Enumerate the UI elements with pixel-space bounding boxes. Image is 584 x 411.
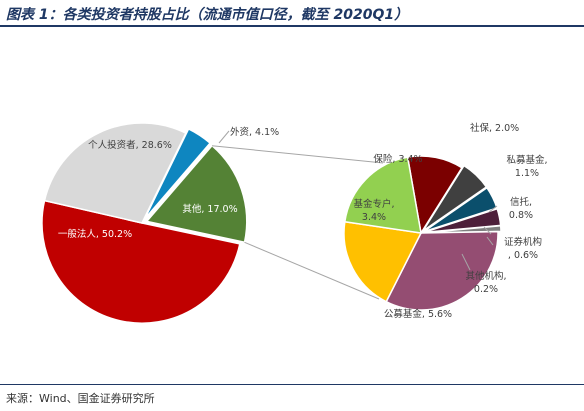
- label-trust: 信托, 0.8%: [509, 196, 533, 221]
- leader-line: [218, 130, 230, 144]
- label-general-corporation: 一般法人, 50.2%: [58, 228, 132, 240]
- label-individual-investors: 个人投资者, 28.6%: [88, 139, 172, 151]
- leader-line: [483, 226, 492, 235]
- title-rule: [0, 25, 584, 27]
- leader-line: [486, 236, 494, 246]
- pie-of-pie-chart: 外资, 4.1% 其他, 17.0% 一般法人, 50.2% 个人投资者, 28.6%…: [41, 122, 548, 324]
- label-public-fund: 公募基金, 5.6%: [384, 308, 452, 320]
- sub-slice-e4bfa1e68998: [423, 186, 498, 233]
- label-insurance: 保险, 3.4%: [373, 153, 422, 165]
- label-private-fund: 私募基金, 1.1%: [506, 154, 547, 179]
- sub-slice-e59fbae98791e4b893e688b7: [343, 220, 423, 303]
- leader-line: [461, 253, 471, 271]
- title-bar: 图表 1：各类投资者持股占比（流通市值口径，截至 2020Q1）: [0, 0, 584, 27]
- main-slice-e5a496e8b584: [144, 127, 212, 220]
- connector-line: [211, 145, 384, 164]
- source-rule: [0, 384, 584, 385]
- sub-slice-e585b6e4bb96e69cbae69e84: [423, 224, 502, 234]
- label-other: 其他, 17.0%: [182, 203, 237, 215]
- sub-slice-e7a781e58b9fe59fbae98791: [422, 164, 488, 232]
- leader-line: [488, 205, 498, 213]
- sub-slice-e4bf9de999a9: [343, 156, 422, 234]
- label-securities-firm: 证券机构, 0.6%: [504, 236, 542, 261]
- source-note: 来源：Wind、国金证券研究所: [6, 392, 155, 405]
- main-slice-e4b8aae4babae68a95e8b584e88085: [43, 122, 187, 224]
- sub-slice-e585ace58b9fe59fbae98791: [385, 230, 499, 311]
- label-fund-special-account: 基金专户, 3.4%: [353, 198, 394, 223]
- main-slice-e4b880e888ace6b395e4baba: [41, 199, 241, 324]
- label-social-security: 社保, 2.0%: [470, 122, 519, 134]
- chart-title: 图表 1：各类投资者持股占比（流通市值口径，截至 2020Q1）: [6, 7, 409, 23]
- main-slice-e585b6e4bb96: [145, 144, 248, 244]
- connector-line: [244, 241, 380, 300]
- label-foreign: 外资, 4.1%: [230, 126, 279, 138]
- label-other-institutions: 其他机构, 0.2%: [465, 270, 506, 295]
